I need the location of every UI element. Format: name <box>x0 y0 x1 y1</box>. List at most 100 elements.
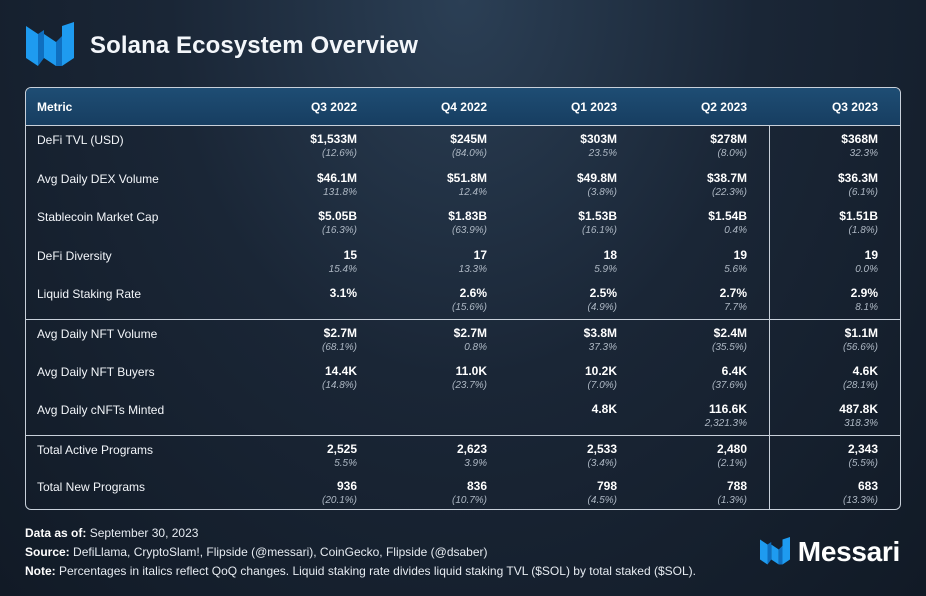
table-cell <box>239 396 369 435</box>
table-body: DeFi TVL (USD) $1,533M (12.6%) $245M (84.0%)… <box>26 126 900 509</box>
table-row: Liquid Staking Rate 3.1% 2.6% (15.6%) 2.5% (4… <box>26 280 900 319</box>
table-cell <box>369 396 499 435</box>
column-header-quarter: Q1 2023 <box>570 99 617 114</box>
metric-label: DeFi Diversity <box>37 248 112 263</box>
metric-label: Avg Daily NFT Volume <box>37 326 158 341</box>
cell-value: $51.8M <box>446 170 487 185</box>
cell-qoq-change: 13.3% <box>458 263 487 275</box>
cell-qoq-change: 0.4% <box>724 225 747 237</box>
table-cell: $2.7M 0.8% <box>369 320 499 358</box>
table-cell: $51.8M 12.4% <box>369 165 499 204</box>
table-cell: $1.83B (63.9%) <box>369 203 499 242</box>
cell-qoq-change: (1.8%) <box>848 225 878 237</box>
cell-qoq-change: (68.1%) <box>321 341 357 353</box>
table-cell: 4.6K (28.1%) <box>759 358 890 397</box>
messari-logo-icon <box>759 537 790 565</box>
table-cell: 2.7% 7.7% <box>629 280 759 319</box>
table-cell: $245M (84.0%) <box>369 126 499 165</box>
cell-qoq-change: 23.5% <box>588 148 617 159</box>
cell-value: $278M <box>710 132 747 146</box>
cell-qoq-change: (3.8%) <box>587 186 617 198</box>
cell-value: 2.5% <box>589 286 617 301</box>
cell-value: $368M <box>841 132 878 146</box>
cell-value: 4.6K <box>852 363 878 378</box>
cell-value: 14.4K <box>324 363 357 378</box>
metric-label: Avg Daily NFT Buyers <box>37 364 155 379</box>
table-row: Avg Daily NFT Volume $2.7M (68.1%) $2.7M 0.8… <box>26 318 900 358</box>
cell-value: 19 <box>733 247 747 262</box>
table-cell: $2.7M (68.1%) <box>239 320 369 358</box>
cell-qoq-change: (37.6%) <box>711 379 747 391</box>
cell-qoq-change: (35.5%) <box>711 341 747 353</box>
metric-label: Stablecoin Market Cap <box>37 210 159 225</box>
cell-qoq-change: 5.9% <box>594 263 617 275</box>
cell-value: $1.1M <box>844 325 878 340</box>
metric-label: Total New Programs <box>37 480 146 495</box>
table-cell: 15 15.4% <box>239 242 369 281</box>
table-cell: 487.8K 318.3% <box>759 396 890 435</box>
cell-value: 19 <box>864 247 878 262</box>
table-row: Stablecoin Market Cap $5.05B (16.3%) $1.83B… <box>26 203 900 242</box>
table-row: DeFi Diversity 15 15.4% 17 13.3% 18 5.9% 19 5.6%… <box>26 242 900 281</box>
metric-label: Avg Daily cNFTs Minted <box>37 403 165 418</box>
table-cell: 2,480 (2.1%) <box>629 436 759 474</box>
table-cell: 798 (4.5%) <box>499 473 629 509</box>
cell-qoq-change: 131.8% <box>323 186 357 198</box>
cell-qoq-change: 318.3% <box>844 418 878 430</box>
table-cell: $38.7M (22.3%) <box>629 165 759 204</box>
cell-value: 936 <box>336 479 357 494</box>
methodology-note: Note: Percentages in italics reflect QoQ… <box>25 564 696 578</box>
table-cell: $1.51B (1.8%) <box>759 203 890 242</box>
cell-qoq-change: (23.7%) <box>451 379 487 391</box>
table-header: Metric Q3 2022 Q4 2022 Q1 2023 Q2 2023 Q3 202… <box>26 88 900 126</box>
cell-qoq-change: (20.1%) <box>321 495 357 507</box>
table-cell: $46.1M 131.8% <box>239 165 369 204</box>
cell-qoq-change: 15.4% <box>328 263 357 275</box>
messari-m-logo-icon <box>26 22 74 66</box>
table-cell: $1.54B 0.4% <box>629 203 759 242</box>
cell-value: 2.6% <box>459 286 487 301</box>
table-row: Avg Daily DEX Volume $46.1M 131.8% $51.8M 12… <box>26 165 900 204</box>
table-cell: $1.53B (16.1%) <box>499 203 629 242</box>
table-cell: $278M (8.0%) <box>629 126 759 165</box>
table-cell: 2,343 (5.5%) <box>759 436 890 474</box>
cell-qoq-change: (4.9%) <box>587 302 617 314</box>
table-cell: 11.0K (23.7%) <box>369 358 499 397</box>
table-cell: 17 13.3% <box>369 242 499 281</box>
table-cell: $3.8M 37.3% <box>499 320 629 358</box>
table-row: Avg Daily cNFTs Minted 4.8K 116.6K 2,321.3%… <box>26 396 900 435</box>
cell-value: $5.05B <box>318 209 357 224</box>
table-cell: 836 (10.7%) <box>369 473 499 509</box>
cell-qoq-change: (84.0%) <box>451 148 487 159</box>
table-cell: $36.3M (6.1%) <box>759 165 890 204</box>
cell-value: $1.54B <box>708 209 747 224</box>
data-as-of: Data as of: September 30, 2023 <box>25 526 199 540</box>
cell-qoq-change: (7.0%) <box>587 379 617 391</box>
table-cell: 2.6% (15.6%) <box>369 280 499 319</box>
table-row: Total New Programs 936 (20.1%) 836 (10.7%) 79… <box>26 473 900 509</box>
cell-value: $245M <box>450 132 487 146</box>
table-cell: $49.8M (3.8%) <box>499 165 629 204</box>
cell-value: 15 <box>343 247 357 262</box>
cell-qoq-change: 3.9% <box>464 457 487 469</box>
cell-qoq-change: (28.1%) <box>842 379 878 391</box>
cell-qoq-change: 37.3% <box>588 341 617 353</box>
brand-mark: Messari <box>759 536 901 568</box>
table-cell: 2,533 (3.4%) <box>499 436 629 474</box>
footnotes: Data as of: September 30, 2023 Source: D… <box>25 524 696 581</box>
brand-name: Messari <box>797 536 901 567</box>
cell-value: 2.7% <box>719 286 747 301</box>
cell-qoq-change: (6.1%) <box>848 186 878 198</box>
cell-value: $49.8M <box>576 170 617 185</box>
table-cell: 2,525 5.5% <box>239 436 369 474</box>
cell-value: $36.3M <box>837 170 878 185</box>
cell-qoq-change: (2.1%) <box>717 457 747 469</box>
cell-qoq-change: 32.3% <box>849 148 878 159</box>
cell-qoq-change: (5.5%) <box>848 457 878 469</box>
cell-qoq-change: (56.6%) <box>842 341 878 353</box>
page-title: Solana Ecosystem Overview <box>90 32 418 59</box>
cell-value: 6.4K <box>721 363 747 378</box>
table-cell: 936 (20.1%) <box>239 473 369 509</box>
cell-value: 2,480 <box>716 441 747 456</box>
table-cell: 2.5% (4.9%) <box>499 280 629 319</box>
